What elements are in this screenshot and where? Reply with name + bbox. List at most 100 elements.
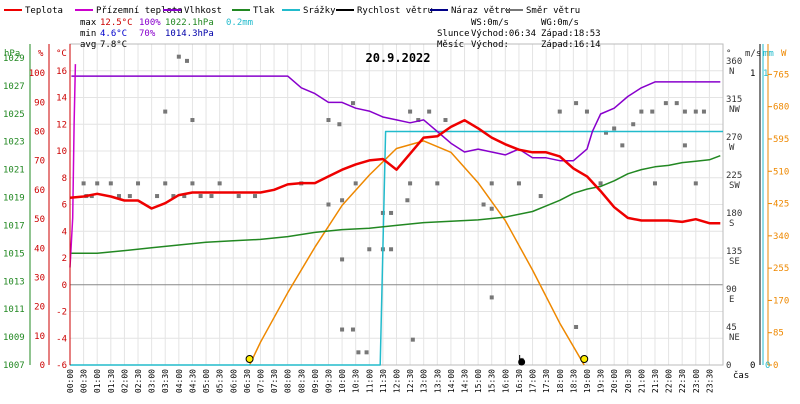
- temperature-line: [69, 118, 721, 225]
- temperature-tick: 4: [62, 227, 67, 237]
- rain-line: [70, 130, 723, 366]
- direction-label-tick: SE: [729, 257, 740, 267]
- pressure-tick: 1027: [3, 82, 25, 92]
- wind-direction-point: [489, 295, 494, 300]
- solar-tick: 340: [773, 232, 789, 242]
- wind-direction-point: [481, 202, 486, 207]
- temperature-tick: 14: [56, 94, 67, 104]
- legend-label: Srážky: [303, 6, 336, 16]
- wind-direction-point: [108, 181, 113, 186]
- temperature-tick: 12: [56, 120, 67, 130]
- wind-direction-point: [198, 194, 203, 199]
- wind-direction-point: [489, 181, 494, 186]
- wind-gust-readout: WG:0m/s: [541, 18, 579, 28]
- pressure-axis-title: hPa: [4, 49, 20, 59]
- direction-degree-tick: 315: [726, 95, 742, 105]
- wind-direction-point: [682, 109, 687, 114]
- wind-direction-point: [380, 210, 385, 215]
- wind-direction-point: [190, 118, 195, 123]
- wind-direction-point: [163, 181, 168, 186]
- wind-direction-point: [136, 181, 141, 186]
- time-tick: 09:00: [311, 369, 320, 393]
- wind-direction-point: [612, 126, 617, 131]
- temperature-tick: 10: [56, 147, 67, 157]
- time-tick: 23:30: [705, 369, 714, 393]
- wind-direction-point: [326, 118, 331, 123]
- wind-direction-point: [538, 194, 543, 199]
- solar-tick: 680: [773, 103, 789, 113]
- direction-degree-tick: 225: [726, 171, 742, 181]
- legend-label: Přízemní teplota: [96, 6, 183, 16]
- wind-direction-point: [693, 109, 698, 114]
- moonset-value: Západ:16:14: [541, 40, 601, 50]
- time-tick: 19:30: [597, 369, 606, 393]
- time-tick: 15:00: [474, 369, 483, 393]
- time-tick: 16:00: [501, 369, 510, 393]
- wind-direction-point: [516, 181, 521, 186]
- wind-direction-point: [598, 181, 603, 186]
- humidity-tick: 70: [34, 157, 45, 167]
- time-tick: 12:00: [393, 369, 402, 393]
- time-tick: 08:00: [284, 369, 293, 393]
- time-tick: 14:30: [461, 369, 470, 393]
- solar-tick: 765: [773, 70, 789, 80]
- wind-direction-point: [253, 194, 258, 199]
- wind-direction-point: [620, 143, 625, 148]
- pressure-tick: 1007: [3, 361, 25, 371]
- time-tick: 07:00: [256, 369, 265, 393]
- wind-direction-point: [674, 101, 679, 106]
- humidity-tick: 40: [34, 244, 45, 254]
- time-tick: 06:00: [229, 369, 238, 393]
- wind-direction-point: [435, 181, 440, 186]
- legend-label: Náraz větru: [451, 6, 511, 16]
- wind-direction-point: [389, 210, 394, 215]
- wind-direction-point: [416, 118, 421, 123]
- time-tick: 05:00: [202, 369, 211, 393]
- wind-direction-point: [408, 181, 413, 186]
- solar-tick: 510: [773, 167, 789, 177]
- pressure-tick: 1019: [3, 194, 25, 204]
- wind-direction-point: [604, 130, 609, 135]
- time-tick: 03:00: [148, 369, 157, 393]
- stat-min-press: 1014.3hPa: [165, 29, 214, 39]
- humidity-tick: 50: [34, 215, 45, 225]
- time-tick: 00:00: [66, 369, 75, 393]
- sun-marker: [580, 355, 589, 363]
- wind-direction-point: [155, 194, 160, 199]
- stat-avg-label: avg: [80, 40, 96, 50]
- wind-direction-point: [639, 109, 644, 114]
- wind-direction-point: [127, 194, 132, 199]
- time-tick: 00:30: [80, 369, 89, 393]
- time-tick: 18:00: [556, 369, 565, 393]
- stat-max-temp: 12.5°C: [100, 18, 133, 28]
- direction-degree-tick: 90: [726, 285, 737, 295]
- wind-direction-point: [116, 194, 121, 199]
- wind-speed-axis-title: m/s: [745, 49, 761, 59]
- humidity-tick: 10: [34, 332, 45, 342]
- time-tick: 10:00: [338, 369, 347, 393]
- time-tick: 23:00: [692, 369, 701, 393]
- time-tick: 16:30: [515, 369, 524, 393]
- wind-direction-point: [209, 194, 214, 199]
- wind-direction-point: [337, 122, 342, 127]
- time-tick: 10:30: [352, 369, 361, 393]
- humidity-tick: 60: [34, 186, 45, 196]
- time-tick: 13:00: [420, 369, 429, 393]
- wind-direction-point: [701, 109, 706, 114]
- time-tick: 05:30: [216, 369, 225, 393]
- solar-tick: 170: [773, 296, 789, 306]
- wind-direction-point: [652, 181, 657, 186]
- stat-min-temp: 4.6°C: [100, 29, 127, 39]
- moon-label: Měsíc: [437, 40, 464, 50]
- wind-direction-point: [631, 122, 636, 127]
- temperature-tick: 2: [62, 254, 67, 264]
- wind-direction-point: [190, 181, 195, 186]
- sun-label: Slunce: [437, 29, 470, 39]
- wind-speed-tick: 0: [750, 361, 755, 371]
- time-tick: 15:30: [488, 369, 497, 393]
- solar-axis-title: W: [781, 49, 787, 59]
- temperature-tick: -6: [56, 361, 67, 371]
- wind-direction-point: [663, 101, 668, 106]
- direction-degree-tick: 270: [726, 133, 742, 143]
